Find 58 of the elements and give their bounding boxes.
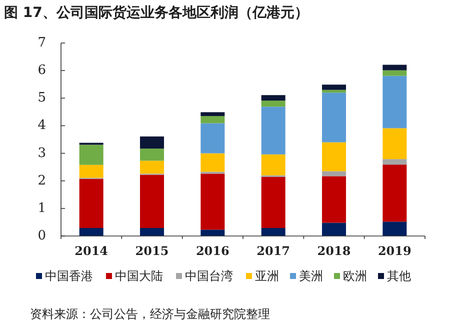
bar — [382, 64, 407, 70]
y-tick-label: 1 — [38, 200, 46, 216]
legend-label: 中国香港 — [45, 269, 93, 283]
bar — [200, 174, 225, 230]
bar — [322, 92, 346, 142]
legend-label: 中国台湾 — [185, 269, 233, 283]
bar — [322, 176, 346, 223]
bar — [140, 148, 164, 161]
bar — [322, 222, 346, 236]
bar — [382, 76, 407, 128]
bar — [200, 230, 225, 236]
bar — [261, 176, 286, 228]
bar — [79, 164, 104, 178]
chart-title: 图 17、公司国际货运业务各地区利润（亿港元） — [4, 4, 308, 21]
bar — [79, 178, 104, 228]
bar — [200, 116, 225, 124]
text: 资料来源：公司公告，经济与金融研究院整理 — [30, 307, 270, 321]
bar — [79, 228, 104, 236]
legend-label: 中国大陆 — [115, 269, 163, 283]
bar — [140, 136, 164, 149]
bar — [200, 153, 225, 172]
x-tick-label: 2014 — [74, 244, 108, 258]
bar — [140, 174, 164, 228]
bar — [322, 90, 346, 93]
bar — [140, 228, 164, 236]
bar — [382, 222, 407, 236]
bar — [322, 171, 346, 176]
y-tick-label: 5 — [38, 90, 46, 106]
y-tick-label: 3 — [38, 146, 46, 161]
bar — [382, 128, 407, 160]
bar — [200, 123, 225, 154]
legend-label: 其他 — [387, 269, 411, 283]
x-tick-label: 2016 — [196, 244, 230, 258]
bar — [382, 159, 407, 165]
bar — [382, 70, 407, 76]
y-tick-label: 2 — [38, 173, 46, 188]
bar — [261, 228, 286, 236]
legend-label: 亚洲 — [255, 269, 279, 283]
bar — [322, 142, 346, 172]
y-tick-label: 0 — [38, 228, 46, 244]
y-tick-label: 7 — [38, 36, 46, 50]
x-tick-label: 2019 — [378, 244, 412, 258]
y-tick-label: 6 — [38, 63, 46, 78]
bar — [261, 154, 286, 176]
bar — [261, 95, 286, 101]
bar — [79, 144, 104, 165]
bar — [382, 164, 407, 222]
x-tick-label: 2017 — [256, 244, 290, 258]
bar — [140, 160, 164, 174]
y-tick-label: 4 — [38, 118, 46, 134]
bar — [322, 84, 346, 90]
x-tick-label: 2018 — [317, 244, 351, 258]
legend-label: 欧洲 — [343, 269, 367, 283]
bar — [261, 100, 286, 107]
bar — [261, 106, 286, 154]
legend-label: 美洲 — [299, 269, 323, 283]
bar — [200, 112, 225, 116]
x-tick-label: 2015 — [135, 244, 169, 258]
